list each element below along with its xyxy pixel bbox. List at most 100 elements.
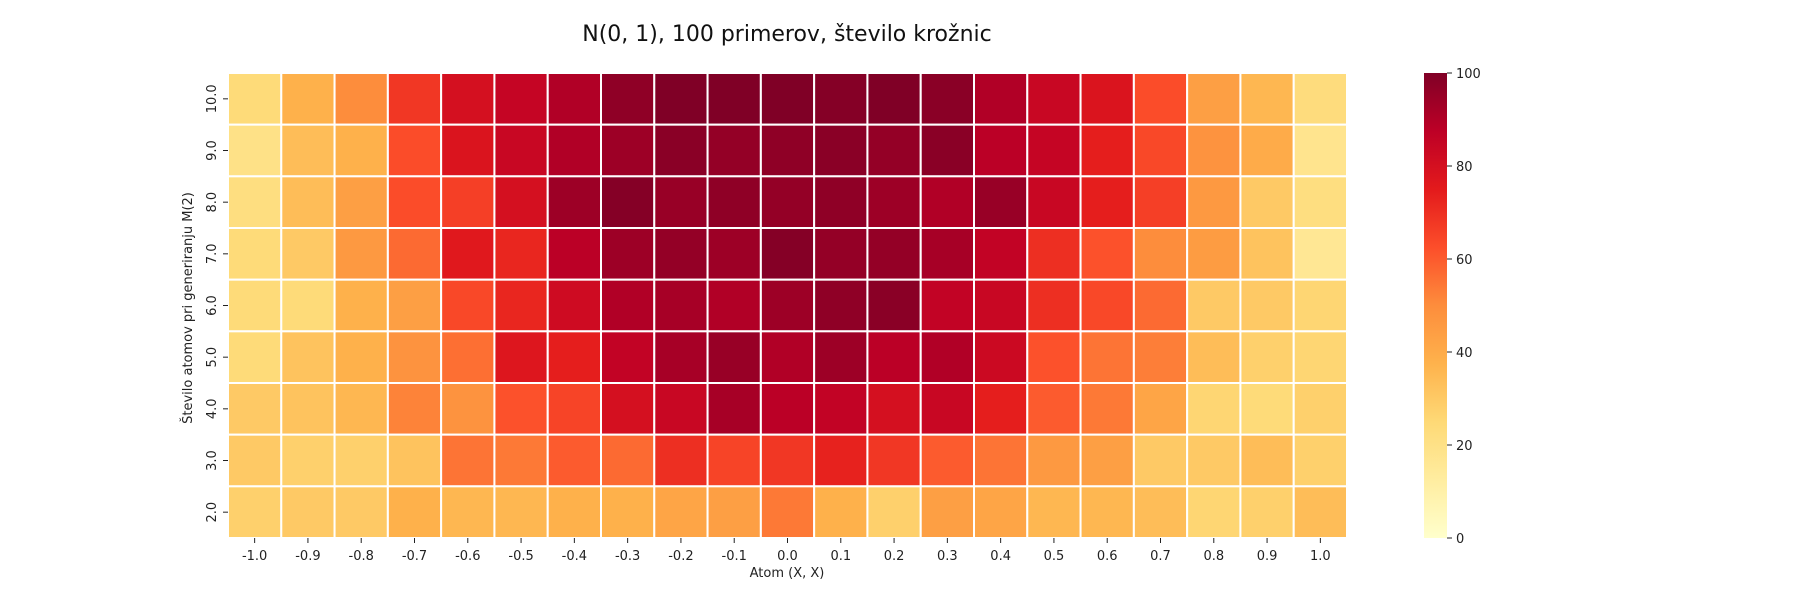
y-tick-label: 2.0 bbox=[205, 502, 220, 523]
heatmap-cell bbox=[706, 278, 762, 333]
heatmap-cell bbox=[919, 123, 976, 178]
x-tick-label: 0.8 bbox=[1203, 549, 1224, 564]
heatmap-cell bbox=[1239, 485, 1295, 540]
heatmap-cell bbox=[1186, 175, 1242, 229]
heatmap-cell bbox=[1292, 330, 1348, 385]
heatmap-cell bbox=[227, 175, 283, 229]
heatmap-cell bbox=[706, 330, 762, 385]
heatmap-cell bbox=[227, 72, 283, 126]
heatmap-cell bbox=[973, 123, 1029, 178]
heatmap-cell bbox=[600, 382, 656, 436]
heatmap-cell bbox=[333, 433, 389, 488]
heatmap-cell bbox=[1186, 278, 1242, 333]
heatmap-cell bbox=[600, 433, 656, 488]
heatmap-cell bbox=[227, 485, 283, 540]
heatmap-cell bbox=[227, 278, 283, 333]
heatmap-cell bbox=[1026, 72, 1082, 126]
heatmap-cell bbox=[440, 330, 496, 385]
heatmap-cell bbox=[546, 382, 603, 436]
heatmap-cell bbox=[866, 72, 922, 126]
x-axis-label: Atom (X, X) bbox=[750, 566, 825, 581]
heatmap-cell bbox=[1186, 382, 1242, 436]
heatmap-cell bbox=[280, 485, 336, 540]
heatmap-cell bbox=[973, 485, 1029, 540]
heatmap-cell bbox=[227, 227, 283, 281]
x-tick-label: -1.0 bbox=[242, 549, 267, 564]
heatmap-cell bbox=[600, 175, 656, 229]
heatmap-cell bbox=[653, 123, 709, 178]
heatmap-cell bbox=[493, 278, 549, 333]
heatmap-cell bbox=[866, 278, 922, 333]
y-tick-label: 3.0 bbox=[205, 450, 220, 471]
heatmap-cell bbox=[653, 433, 709, 488]
heatmap-cell bbox=[1239, 72, 1295, 126]
heatmap-cell bbox=[440, 382, 496, 436]
y-tick-label: 10.0 bbox=[205, 84, 220, 113]
x-tick-label: 0.5 bbox=[1044, 549, 1065, 564]
heatmap-cell bbox=[493, 330, 549, 385]
x-tick-label: -0.2 bbox=[668, 549, 693, 564]
heatmap-cell bbox=[653, 278, 709, 333]
x-tick-label: -0.7 bbox=[402, 549, 427, 564]
heatmap-cell bbox=[1186, 123, 1242, 178]
heatmap-cell bbox=[1239, 330, 1295, 385]
heatmap-cell bbox=[546, 123, 603, 178]
heatmap-cell bbox=[759, 278, 816, 333]
heatmap-cell bbox=[813, 330, 869, 385]
heatmap-cell bbox=[813, 123, 869, 178]
heatmap-cell bbox=[759, 72, 816, 126]
heatmap-cell bbox=[1132, 278, 1189, 333]
heatmap-cell bbox=[919, 72, 976, 126]
heatmap-cell bbox=[973, 72, 1029, 126]
colorbar-tick-label: 40 bbox=[1456, 346, 1473, 361]
heatmap-cell bbox=[706, 227, 762, 281]
heatmap-cell bbox=[280, 278, 336, 333]
heatmap-cell bbox=[866, 175, 922, 229]
heatmap-cell bbox=[706, 175, 762, 229]
heatmap-cell bbox=[333, 278, 389, 333]
heatmap-cell bbox=[813, 278, 869, 333]
x-tick-label: 1.0 bbox=[1310, 549, 1331, 564]
heatmap-cell bbox=[653, 227, 709, 281]
heatmap-cell bbox=[493, 72, 549, 126]
heatmap-cell bbox=[919, 175, 976, 229]
heatmap-cell bbox=[546, 175, 603, 229]
x-tick-label: 0.0 bbox=[777, 549, 798, 564]
heatmap-cell bbox=[653, 485, 709, 540]
heatmap-cell bbox=[1239, 382, 1295, 436]
heatmap-cell bbox=[546, 330, 603, 385]
heatmap-cell bbox=[280, 330, 336, 385]
heatmap-cell bbox=[440, 72, 496, 126]
heatmap-cell bbox=[546, 433, 603, 488]
heatmap-cell bbox=[973, 330, 1029, 385]
heatmap-cell bbox=[227, 433, 283, 488]
heatmap-cell bbox=[1079, 175, 1135, 229]
heatmap-cell bbox=[973, 433, 1029, 488]
heatmap-cell bbox=[386, 433, 443, 488]
heatmap-cell bbox=[386, 330, 443, 385]
heatmap-cell bbox=[813, 72, 869, 126]
y-tick-label: 5.0 bbox=[205, 347, 220, 368]
colorbar-tick-label: 80 bbox=[1456, 160, 1473, 175]
heatmap-cell bbox=[1132, 433, 1189, 488]
heatmap-cell bbox=[280, 227, 336, 281]
heatmap-cell bbox=[1132, 382, 1189, 436]
heatmap-cell bbox=[333, 175, 389, 229]
heatmap-cell bbox=[1079, 278, 1135, 333]
colorbar-tick-label: 0 bbox=[1456, 532, 1464, 547]
heatmap-cell bbox=[333, 72, 389, 126]
heatmap-cell bbox=[1026, 278, 1082, 333]
heatmap-cell bbox=[653, 175, 709, 229]
heatmap-cell bbox=[493, 227, 549, 281]
heatmap-cell bbox=[440, 485, 496, 540]
x-tick-label: -0.9 bbox=[295, 549, 320, 564]
heatmap-cell bbox=[333, 330, 389, 385]
heatmap-cell bbox=[493, 175, 549, 229]
heatmap-cell bbox=[866, 227, 922, 281]
heatmap-cell bbox=[280, 123, 336, 178]
heatmap-cell bbox=[333, 485, 389, 540]
heatmap-cell bbox=[653, 382, 709, 436]
heatmap-cell bbox=[973, 382, 1029, 436]
x-tick-label: 0.3 bbox=[937, 549, 958, 564]
x-tick-label: 0.9 bbox=[1257, 549, 1278, 564]
